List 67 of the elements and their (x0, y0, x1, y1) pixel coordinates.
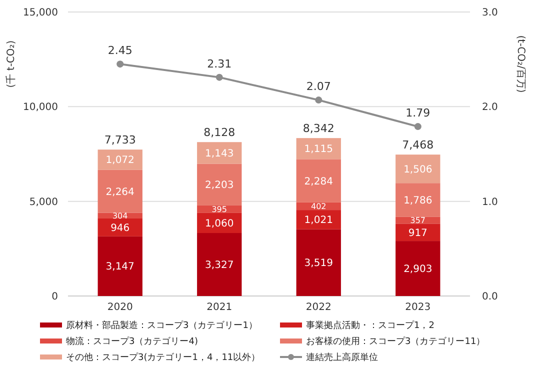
bar (396, 154, 440, 184)
x-tick-label: 2023 (405, 302, 431, 313)
data-label: 1,021 (304, 215, 333, 226)
data-label: 304 (112, 211, 128, 220)
bar (396, 224, 440, 242)
data-label: 2,284 (304, 176, 333, 188)
bar (197, 164, 242, 206)
data-label: 1.79 (406, 106, 430, 120)
data-label: 2,264 (106, 186, 134, 198)
data-label: 1,506 (404, 164, 432, 176)
bar (98, 218, 142, 236)
point (116, 60, 124, 68)
y-axis-title: (千 t-CO₂) (5, 40, 17, 88)
x-tick-label: 2020 (107, 302, 133, 313)
y2-axis-title: (t-CO₂/百万) (515, 35, 526, 93)
point (414, 123, 422, 130)
point (315, 96, 322, 104)
data-label: 1,786 (404, 196, 432, 207)
data-label: 3,147 (106, 262, 134, 273)
x-tick-label: 2022 (306, 302, 332, 313)
data-label: 395 (212, 205, 228, 214)
total-label: 7,468 (402, 138, 434, 152)
legend-label: 物流：スコープ3（カテゴリー4) (66, 336, 198, 348)
bar (98, 150, 142, 170)
legend-label: 原材料・部品製造：スコープ3（カテゴリー1） (66, 320, 258, 332)
total-label: 8,128 (204, 126, 236, 140)
legend-label: お客様の使用：スコープ3（カテゴリー11） (306, 336, 486, 348)
data-label: 2.07 (306, 80, 331, 94)
bar (396, 183, 440, 217)
legend-label: 連結売上高原単位 (306, 352, 378, 364)
bar (296, 138, 341, 160)
y-tick-label: 15,000 (23, 8, 58, 18)
total-label: 7,733 (104, 134, 136, 147)
y-tick-label: 0 (52, 292, 58, 302)
y2-tick-label: 3.0 (482, 8, 498, 18)
y2-tick-label: 0.0 (482, 292, 498, 302)
y2-tick-label: 1.0 (482, 196, 498, 208)
bar (296, 159, 341, 202)
data-label: 946 (110, 222, 130, 234)
y-tick-label: 10,000 (23, 102, 58, 114)
data-label: 357 (410, 216, 426, 226)
legend-label: その他：スコープ3(カテゴリー1，4，11以外） (66, 352, 260, 364)
bar (98, 170, 142, 213)
legend-label: 事業拠点活動・：スコープ1，2 (306, 320, 434, 332)
data-label: 402 (310, 202, 326, 212)
bar (396, 241, 440, 296)
data-label: 917 (408, 228, 428, 239)
data-label: 1,143 (205, 148, 234, 160)
data-label: 1,115 (304, 144, 333, 156)
bar (98, 236, 142, 296)
bar (197, 233, 242, 296)
data-label: 2,903 (404, 264, 432, 276)
data-label: 1,060 (205, 218, 234, 230)
bar (296, 210, 341, 230)
data-label: 3,327 (205, 260, 234, 272)
data-label: 1,072 (106, 155, 134, 166)
data-label: 2.31 (207, 57, 232, 70)
data-label: 3,519 (304, 258, 333, 270)
bar (296, 229, 341, 296)
point (216, 74, 223, 81)
data-label: 2.45 (108, 44, 132, 58)
y2-tick-label: 2.0 (482, 102, 498, 114)
y-tick-label: 5,000 (29, 196, 58, 208)
bar (197, 142, 242, 164)
total-label: 8,342 (302, 122, 334, 136)
x-tick-label: 2021 (206, 302, 232, 313)
data-label: 2,203 (205, 180, 234, 192)
